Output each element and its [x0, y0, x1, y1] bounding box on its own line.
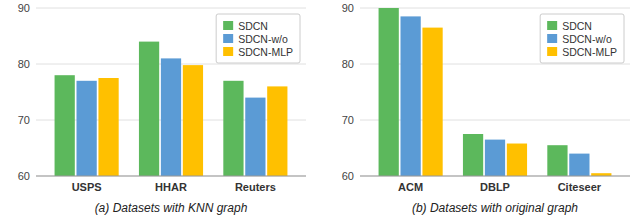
- legend-label: SDCN-MLP: [562, 46, 617, 58]
- x-tick-label: Reuters: [235, 181, 276, 193]
- x-tick-label: USPS: [72, 181, 102, 193]
- panel: 60 70 80 90 USPS HHAR Reuters (a) Datasets with…: [18, 2, 306, 215]
- bar: [183, 65, 203, 176]
- legend-swatch: [223, 21, 233, 30]
- y-tick-label: 80: [342, 58, 354, 70]
- legend-box: [216, 14, 300, 63]
- bar: [569, 154, 589, 176]
- legend-swatch: [547, 21, 557, 30]
- bar: [98, 78, 118, 176]
- y-tick-label: 70: [342, 114, 354, 126]
- grid-line: [36, 176, 306, 177]
- bar: [245, 98, 265, 176]
- x-tick-label: HHAR: [155, 181, 187, 193]
- y-tick-label: 80: [18, 58, 30, 70]
- x-axis-line: [36, 176, 306, 177]
- bar: [507, 144, 527, 176]
- legend-swatch: [223, 34, 233, 43]
- grid-line: [360, 8, 630, 9]
- bar: [422, 28, 442, 176]
- y-tick-label: 70: [18, 114, 30, 126]
- bar: [379, 8, 399, 176]
- x-axis-label: (b) Datasets with original graph: [412, 201, 578, 215]
- bar: [267, 86, 287, 176]
- x-axis-label: (a) Datasets with KNN graph: [95, 201, 248, 215]
- bar: [77, 81, 97, 176]
- legend-box: [540, 14, 624, 63]
- grid-line: [360, 176, 630, 177]
- bars: [379, 8, 612, 176]
- legend-label: SDCN-MLP: [238, 46, 293, 58]
- figure: 60 70 80 90 USPS HHAR Reuters (a) Datasets with…: [0, 0, 640, 223]
- legend-label: SDCN: [562, 20, 592, 32]
- y-tick-label: 90: [342, 2, 354, 14]
- y-tick-label: 90: [18, 2, 30, 14]
- bar: [161, 58, 181, 176]
- y-tick-label: 60: [18, 170, 30, 182]
- y-tick-label: 60: [342, 170, 354, 182]
- grid-line: [36, 8, 306, 9]
- bar: [463, 134, 483, 176]
- x-axis-line: [360, 176, 630, 177]
- bar: [401, 16, 421, 176]
- x-tick-label: ACM: [398, 181, 423, 193]
- bar: [223, 81, 243, 176]
- bar: [55, 75, 75, 176]
- x-tick-label: DBLP: [480, 181, 510, 193]
- legend-swatch: [547, 47, 557, 56]
- bar: [485, 140, 505, 176]
- legend: SDCNSDCN-w/oSDCN-MLP: [216, 14, 300, 63]
- panel: 60 70 80 90 ACM DBLP Citeseer (b) Datasets with…: [342, 2, 630, 215]
- legend-swatch: [223, 47, 233, 56]
- legend-swatch: [547, 34, 557, 43]
- bar: [139, 42, 159, 176]
- bar: [547, 145, 567, 176]
- legend: SDCNSDCN-w/oSDCN-MLP: [540, 14, 624, 63]
- legend-label: SDCN-w/o: [238, 33, 288, 45]
- x-tick-label: Citeseer: [558, 181, 602, 193]
- legend-label: SDCN-w/o: [562, 33, 612, 45]
- legend-label: SDCN: [238, 20, 268, 32]
